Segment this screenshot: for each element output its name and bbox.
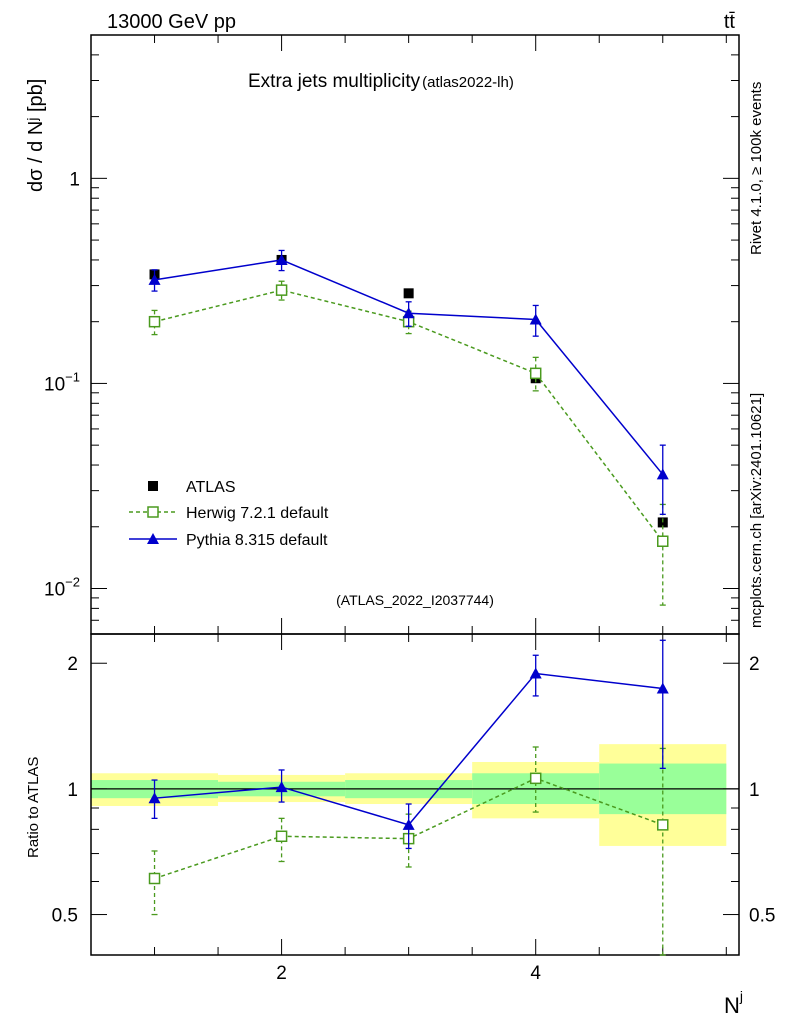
data-point-herwig [529,367,542,380]
series-pythia [148,249,669,850]
ratio-point-herwig [657,819,669,831]
series-herwig [148,280,669,956]
data-point-pythia [402,307,415,319]
y-tick-label: 1 [69,169,80,190]
process-label: tt̄ [724,11,736,33]
y-tick-label-exponent: −2 [65,575,80,590]
data-point-herwig [275,284,288,296]
mcplots-label: mcplots.cern.ch [arXiv:2401.10621] [748,393,765,628]
y-tick-label: 10−2 [44,575,80,601]
data-point-pythia [148,273,161,285]
ratio-tick-label-left: 2 [67,654,78,675]
ratio-tick-label-right: 2 [749,654,760,675]
y-tick-label: 10−1 [44,369,80,395]
ratio-tick-label-left: 1 [67,780,78,801]
ratio-point-pythia [275,781,288,793]
ratio-point-pythia [148,792,161,804]
axis-ticks [91,34,739,956]
data-series [148,249,669,956]
chart-title: Extra jets multiplicity (atlas2022-lh) [248,71,514,92]
energy-label: 13000 GeV pp [107,11,236,33]
ratio-tick-label-right: 0.5 [749,906,775,927]
legend-atlas-marker [148,481,158,491]
data-point-herwig [148,315,161,328]
legend-herwig-marker [147,506,159,518]
ratio-tick-label-left: 0.5 [52,906,78,927]
legend-atlas-label: ATLAS [186,479,236,496]
ratio-axis-label: Ratio to ATLAS [25,757,42,858]
chart-subtitle: (atlas2022-lh) [422,74,514,91]
legend: ATLAS Herwig 7.2.1 default Pythia 8.315 … [129,479,329,549]
chart-title-main: Extra jets multiplicity [248,71,421,92]
ratio-point-pythia [529,667,542,679]
y-tick-label-base: 10 [44,580,65,601]
ratio-point-pythia [656,682,669,694]
ratio-panel-frame [90,633,740,956]
x-axis-label-sup: j [739,988,743,1004]
ratio-point-pythia [402,818,415,830]
x-axis-label-main: N [724,993,740,1018]
analysis-watermark: (ATLAS_2022_I2037744) [336,592,494,608]
x-tick-label: 2 [276,963,287,984]
x-axis-label: Nj [724,988,743,1018]
ratio-point-herwig [148,872,161,885]
data-point-pythia [275,253,288,265]
y-tick-label-exponent: −1 [65,369,80,384]
legend-pythia-label: Pythia 8.315 default [186,532,328,549]
data-point-pythia [529,313,542,325]
plot-frames [90,34,740,956]
rivet-version-label: Rivet 4.1.0, ≥ 100k events [748,82,765,255]
y-tick-label-base: 1 [69,169,80,190]
y-tick-label-base: 10 [44,374,65,395]
ratio-tick-label-right: 1 [749,780,760,801]
legend-pythia-marker [147,533,159,544]
tick-labels: 10−210−110.5 0.51 12 22 4 [44,169,775,984]
data-point-herwig [657,535,669,547]
legend-herwig-label: Herwig 7.2.1 default [186,505,329,522]
x-tick-label: 4 [530,963,541,984]
y-axis-label: dσ / d Nʲ [pb] [25,79,47,192]
data-point-pythia [656,468,669,480]
ratio-point-herwig [275,830,288,843]
ratio-point-herwig [529,772,542,785]
data-point-atlas [403,288,414,299]
